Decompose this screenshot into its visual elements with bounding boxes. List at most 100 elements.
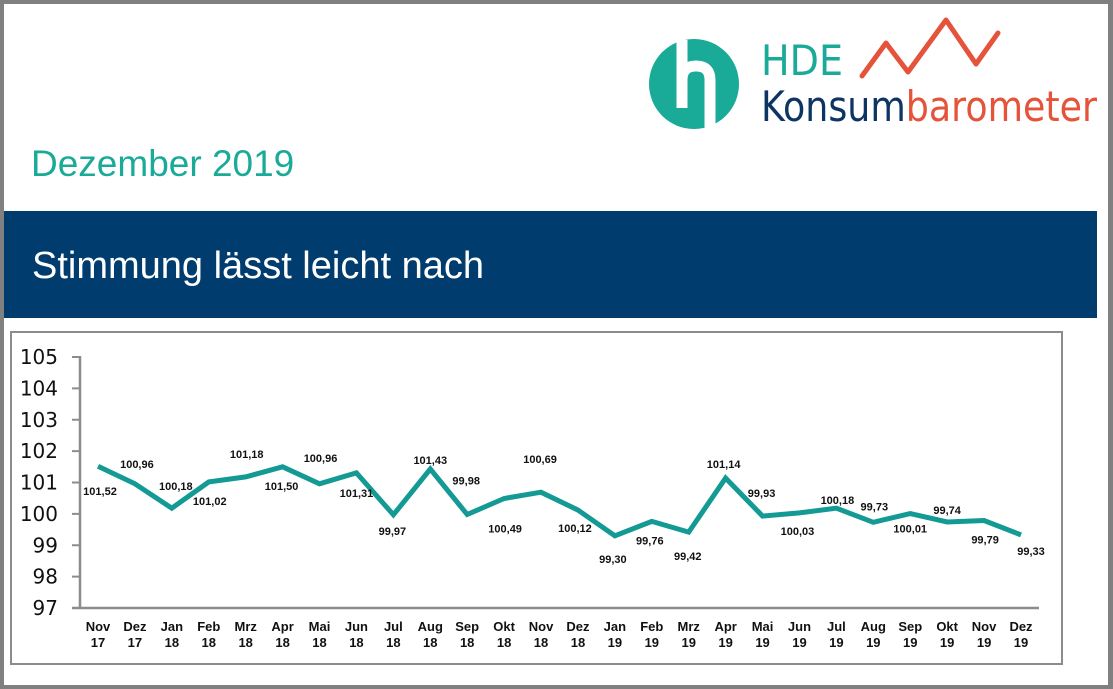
- x-tick-label-year: 18: [238, 635, 252, 650]
- y-tick-label: 101: [20, 471, 58, 495]
- x-tick-label-year: 18: [386, 635, 400, 650]
- logo-word-barometer: barometer: [906, 82, 1098, 131]
- x-tick-label-month: Okt: [493, 619, 515, 634]
- logo-zigzag-line-icon: [859, 17, 1001, 79]
- data-label: 99,73: [861, 501, 889, 513]
- x-tick-label-month: Jul: [827, 619, 846, 634]
- x-tick-label-year: 19: [866, 635, 880, 650]
- data-label: 99,76: [636, 535, 664, 547]
- x-tick-label-month: Dez: [566, 619, 590, 634]
- x-tick-label-month: Okt: [936, 619, 958, 634]
- logo-brand-text: HDE: [761, 36, 843, 85]
- data-label: 100,69: [523, 454, 557, 466]
- data-label: 101,43: [413, 455, 447, 467]
- logo-wordmark: Konsumbarometer: [761, 82, 1098, 131]
- y-tick-label: 97: [33, 596, 58, 620]
- x-tick-label-year: 18: [165, 635, 179, 650]
- x-tick-label-year: 19: [755, 635, 769, 650]
- y-tick-label: 102: [20, 439, 58, 463]
- y-tick-label: 98: [33, 565, 58, 589]
- data-label: 99,30: [599, 554, 627, 566]
- hde-konsumbarometer-logo: HDE Konsumbarometer: [649, 17, 1098, 131]
- x-tick-label-month: Jan: [604, 619, 626, 634]
- series-line-group: [96, 463, 1022, 539]
- x-tick-label-year: 18: [571, 635, 585, 650]
- data-label: 99,33: [1017, 546, 1045, 558]
- hde-logo-circle-icon: [649, 39, 739, 129]
- x-tick-label-month: Dez: [1009, 619, 1033, 634]
- data-label: 101,31: [340, 488, 374, 500]
- x-tick-label-year: 19: [792, 635, 806, 650]
- y-tick-label: 103: [20, 408, 58, 432]
- x-tick-label-year: 19: [608, 635, 622, 650]
- y-tick-label: 104: [20, 376, 58, 400]
- x-tick-label-month: Mrz: [234, 619, 257, 634]
- data-labels: 101,52100,96100,18101,02101,18101,50100,…: [83, 449, 1045, 566]
- x-tick-label-year: 18: [349, 635, 363, 650]
- x-tick-label-year: 18: [460, 635, 474, 650]
- x-tick-label-month: Feb: [640, 619, 663, 634]
- x-tick-label-month: Jul: [384, 619, 403, 634]
- x-tick-label-year: 19: [1014, 635, 1028, 650]
- x-tick-label-year: 19: [977, 635, 991, 650]
- x-tick-label-year: 17: [128, 635, 142, 650]
- x-tick-label-year: 18: [275, 635, 289, 650]
- y-axis: 97 98 99 100 101 102 103 104 105: [20, 345, 82, 620]
- data-label: 99,97: [379, 526, 407, 538]
- series-line: [96, 463, 1022, 539]
- x-tick-label-year: 17: [91, 635, 105, 650]
- y-tick-label: 99: [33, 533, 58, 557]
- x-tick-label-month: Jun: [788, 619, 811, 634]
- data-label: 100,49: [488, 524, 522, 536]
- x-tick-label-month: Feb: [197, 619, 220, 634]
- data-label: 100,18: [821, 495, 855, 507]
- data-label: 100,01: [893, 524, 927, 536]
- x-tick-label-year: 18: [497, 635, 511, 650]
- x-tick-label-year: 18: [312, 635, 326, 650]
- x-tick-label-year: 19: [829, 635, 843, 650]
- x-tick-label-month: Apr: [714, 619, 736, 634]
- x-tick-label-year: 19: [940, 635, 954, 650]
- data-label: 99,79: [971, 534, 999, 546]
- data-label: 101,14: [707, 459, 742, 471]
- data-label: 100,03: [781, 526, 815, 538]
- x-tick-label-month: Aug: [418, 619, 443, 634]
- data-label: 101,02: [193, 496, 227, 508]
- x-tick-label-month: Mai: [309, 619, 331, 634]
- x-tick-label-month: Dez: [123, 619, 147, 634]
- title-banner: Stimmung lässt leicht nach: [4, 211, 1097, 318]
- data-label: 100,18: [159, 481, 193, 493]
- data-label: 99,93: [748, 488, 776, 500]
- x-tick-label-month: Nov: [529, 619, 554, 634]
- data-label: 100,12: [558, 523, 592, 535]
- x-tick-label-year: 19: [645, 635, 659, 650]
- data-label: 101,52: [83, 486, 117, 498]
- x-tick-label-year: 19: [718, 635, 732, 650]
- x-tick-label-month: Jun: [345, 619, 368, 634]
- x-tick-label-month: Mrz: [678, 619, 701, 634]
- page-title: Stimmung lässt leicht nach: [32, 245, 484, 287]
- data-label: 99,74: [933, 505, 961, 517]
- x-tick-label-month: Mai: [752, 619, 774, 634]
- x-tick-label-year: 19: [681, 635, 695, 650]
- x-tick-label-month: Nov: [86, 619, 111, 634]
- report-month: Dezember 2019: [31, 143, 295, 184]
- x-tick-label-month: Sep: [455, 619, 479, 634]
- x-tick-label-month: Nov: [972, 619, 997, 634]
- data-label: 101,50: [265, 481, 299, 493]
- x-tick-label-month: Jan: [161, 619, 183, 634]
- x-tick-label-month: Sep: [898, 619, 922, 634]
- data-label: 101,18: [230, 449, 264, 461]
- y-tick-label: 100: [20, 502, 58, 526]
- logo-word-konsum: Konsum: [761, 82, 906, 131]
- data-label: 100,96: [120, 459, 154, 471]
- data-label: 99,42: [674, 551, 702, 563]
- x-axis: Nov17Dez17Jan18Feb18Mrz18Apr18Mai18Jun18…: [72, 606, 1039, 650]
- x-tick-label-year: 18: [202, 635, 216, 650]
- data-label: 100,96: [304, 453, 338, 465]
- data-label: 99,98: [452, 476, 480, 488]
- x-tick-label-month: Apr: [271, 619, 293, 634]
- y-tick-label: 105: [20, 345, 58, 369]
- x-tick-label-year: 18: [423, 635, 437, 650]
